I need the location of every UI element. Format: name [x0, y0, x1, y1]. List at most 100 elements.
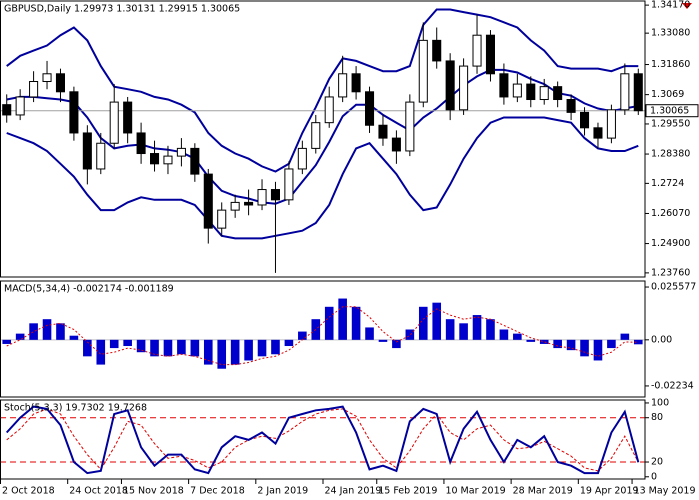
macd-bar — [109, 339, 119, 349]
last-price-label: 1.30065 — [650, 106, 689, 117]
y-tick-label: 100 — [651, 397, 669, 408]
macd-bar — [553, 339, 562, 349]
candle-body — [485, 34, 495, 75]
macd-bar — [69, 335, 79, 340]
macd-bar — [29, 323, 38, 340]
macd-bar — [378, 339, 388, 342]
candle-body — [365, 91, 375, 126]
candle-body — [338, 73, 348, 98]
macd-bar — [42, 319, 52, 340]
macd-bar — [405, 329, 415, 340]
candle-body — [2, 104, 12, 116]
macd-bar — [418, 306, 428, 340]
candle-body — [230, 201, 240, 211]
macd-bar — [244, 339, 253, 361]
macd-bar — [351, 306, 361, 340]
pane-frame — [0, 280, 646, 398]
candle-body — [257, 189, 267, 206]
candle-body — [123, 101, 133, 134]
y-tick-label: 0.025577 — [651, 282, 696, 293]
macd-signal — [6, 306, 639, 366]
candle-body — [311, 122, 321, 149]
candle-body — [29, 81, 39, 98]
candle-body — [297, 147, 307, 170]
candle-body — [324, 96, 334, 124]
macd-bar — [593, 339, 603, 361]
macd-bar — [163, 339, 173, 357]
macd-bar — [150, 339, 159, 357]
candle-body — [270, 189, 280, 201]
y-tick-label: 1.33080 — [651, 28, 690, 39]
macd-bar — [513, 333, 522, 340]
bollinger-lower — [6, 116, 639, 240]
macd-bar — [445, 319, 455, 340]
x-tick-label: 2 Oct 2018 — [2, 486, 55, 497]
candle-body — [82, 132, 92, 170]
candle-body — [15, 96, 25, 116]
candle-body — [432, 39, 442, 62]
macd-bar — [580, 339, 589, 357]
candle-body — [244, 201, 254, 206]
candle-body — [472, 34, 482, 67]
candle-body — [445, 60, 455, 111]
bollinger-middle — [6, 68, 639, 205]
candle-body — [459, 65, 469, 111]
candle-body — [539, 86, 549, 101]
macd-bar — [217, 339, 227, 369]
y-tick-label: -0.02234 — [651, 380, 694, 391]
macd-bar — [298, 331, 307, 340]
y-tick-label: 1.2724 — [651, 178, 684, 189]
macd-bar — [15, 333, 25, 340]
y-tick-label: 1.24900 — [651, 238, 690, 249]
x-tick-label: 15 Nov 2018 — [123, 486, 184, 497]
macd-bar — [432, 302, 442, 340]
candle-body — [203, 173, 213, 229]
x-tick-label: 28 Mar 2019 — [513, 486, 573, 497]
pane-title: Stoch(5,3,3) 19.7302 19.7268 — [4, 403, 147, 414]
macd-bar — [539, 339, 549, 344]
y-tick-label: 1.3069 — [651, 89, 684, 100]
candle-body — [176, 147, 186, 157]
macd-bar — [2, 339, 12, 344]
macd-bar — [83, 339, 92, 357]
last-price-box — [645, 104, 699, 118]
macd-bar — [136, 339, 146, 353]
candle-body — [580, 111, 590, 129]
macd-bar — [56, 323, 65, 340]
macd-bar — [499, 329, 509, 340]
macd-bar — [123, 339, 132, 347]
y-tick-label: 80 — [651, 412, 663, 423]
candle-body — [512, 83, 522, 98]
macd-bar — [392, 339, 401, 349]
macd-bar — [526, 339, 536, 342]
macd-bar — [566, 339, 576, 351]
macd-bar — [230, 339, 240, 365]
bollinger-upper — [6, 8, 639, 173]
pane-title: GBPUSD,Daily 1.29973 1.30131 1.29915 1.3… — [4, 4, 240, 15]
macd-bar — [459, 323, 468, 340]
candle-body — [593, 127, 603, 139]
candle-body — [217, 209, 227, 229]
macd-bar — [633, 339, 643, 345]
candle-body — [69, 91, 79, 134]
candle-body — [163, 155, 173, 165]
candle-body — [150, 153, 160, 165]
candle-body — [378, 124, 388, 139]
macd-bar — [271, 339, 280, 355]
pane-frame — [0, 0, 646, 278]
x-tick-label: 15 Feb 2019 — [378, 486, 437, 497]
y-tick-label: 0 — [651, 471, 657, 482]
candle-body — [633, 73, 643, 112]
y-tick-label: 1.31860 — [651, 59, 690, 70]
macd-bar — [620, 333, 630, 340]
y-tick-label: 0.00 — [651, 334, 672, 345]
macd-bar — [324, 306, 334, 340]
candle-body — [620, 73, 630, 111]
macd-bar — [607, 339, 616, 349]
pane-title: MACD(5,34,4) -0.002174 -0.001189 — [4, 284, 174, 295]
candle-body — [190, 147, 200, 175]
pane — [0, 8, 645, 273]
macd-bar — [365, 327, 374, 340]
